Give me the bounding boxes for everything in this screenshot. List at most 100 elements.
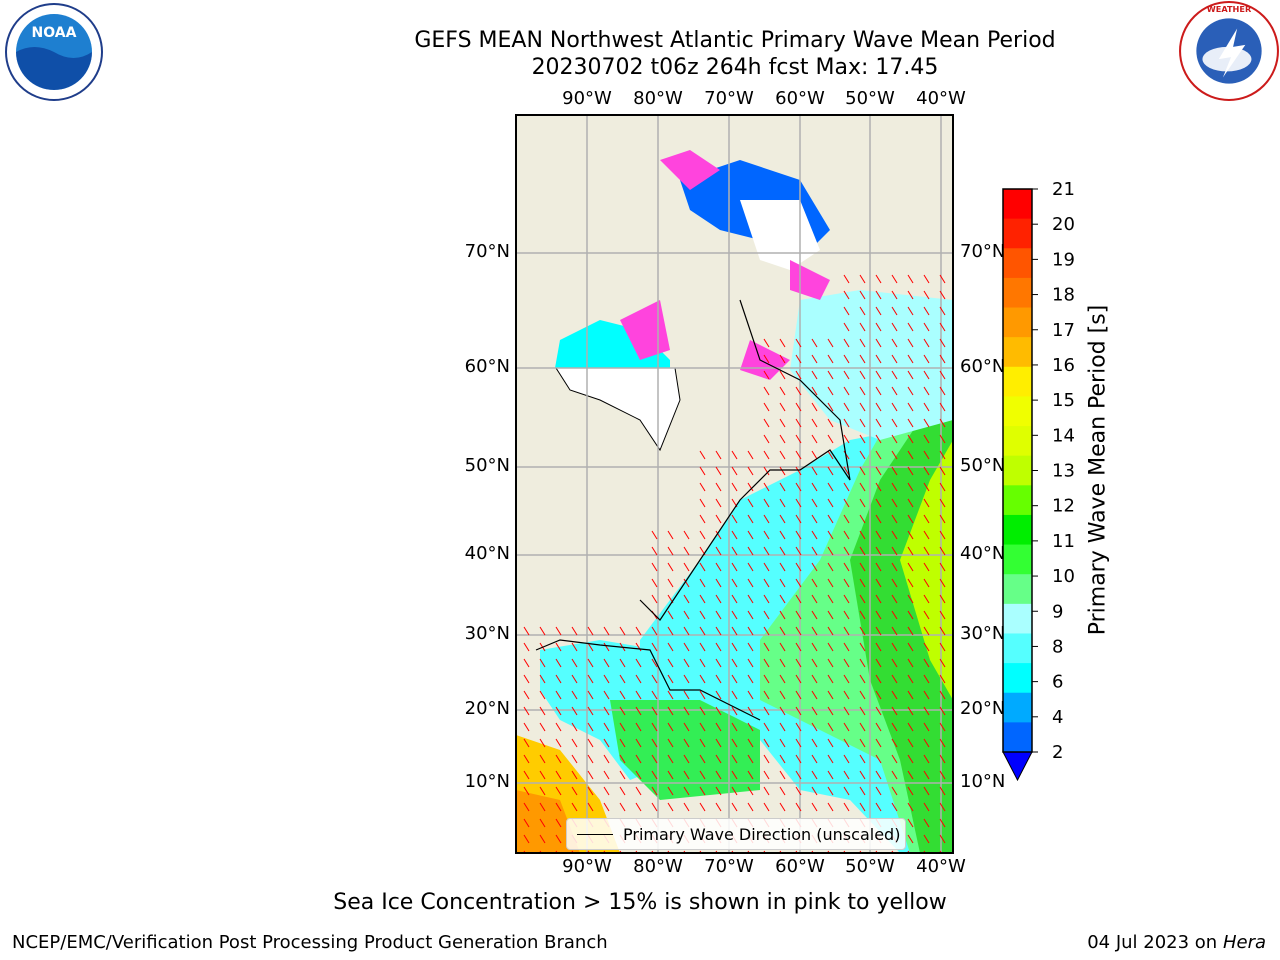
wave-direction-arrow — [859, 770, 866, 780]
wave-direction-arrow — [683, 770, 690, 780]
wave-direction-arrow — [699, 642, 706, 652]
wave-direction-arrow — [939, 290, 946, 300]
wave-direction-arrow — [747, 482, 754, 492]
wave-direction-arrow — [795, 514, 802, 524]
wave-direction-arrow — [939, 306, 946, 316]
legend-label: Primary Wave Direction (unscaled) — [623, 824, 901, 844]
wave-direction-arrow — [843, 418, 850, 428]
wave-direction-arrow — [827, 498, 834, 508]
wave-direction-arrow — [795, 530, 802, 540]
wave-direction-arrow — [539, 706, 546, 716]
wave-direction-arrow — [603, 786, 610, 796]
wave-direction-arrow — [811, 338, 818, 348]
wave-direction-arrow — [715, 530, 722, 540]
colorbar-extend-arrow — [1002, 751, 1033, 782]
legend-line-icon — [577, 833, 613, 835]
wave-direction-arrow — [763, 770, 770, 780]
wave-direction-arrow — [619, 690, 626, 700]
wave-direction-arrow — [555, 722, 562, 732]
wave-direction-arrow — [923, 642, 930, 652]
wave-direction-arrow — [907, 450, 914, 460]
wave-direction-arrow — [715, 738, 722, 748]
wave-direction-arrow — [731, 562, 738, 572]
wave-direction-arrow — [891, 402, 898, 412]
wave-direction-arrow — [939, 498, 946, 508]
wave-direction-arrow — [907, 786, 914, 796]
wave-direction-arrow — [811, 738, 818, 748]
wave-direction-arrow — [811, 402, 818, 412]
wave-direction-arrow — [843, 722, 850, 732]
wave-direction-arrow — [811, 690, 818, 700]
nws-logo: WEATHER — [1179, 1, 1279, 101]
wave-direction-arrow — [603, 626, 610, 636]
wave-direction-arrow — [635, 626, 642, 636]
wave-direction-arrow — [795, 738, 802, 748]
wave-direction-arrow — [827, 706, 834, 716]
wave-direction-arrow — [923, 658, 930, 668]
colorbar-segment — [1003, 277, 1032, 309]
wave-direction-arrow — [635, 658, 642, 668]
wave-direction-arrow — [859, 578, 866, 588]
wave-direction-arrow — [859, 738, 866, 748]
wave-direction-arrow — [827, 434, 834, 444]
wave-direction-arrow — [907, 770, 914, 780]
wave-direction-arrow — [539, 802, 546, 812]
wave-direction-arrow — [667, 706, 674, 716]
wave-direction-arrow — [859, 530, 866, 540]
wave-direction-arrow — [587, 738, 594, 748]
colorbar-tick-label: 2 — [1052, 742, 1063, 763]
wave-direction-arrow — [811, 786, 818, 796]
wave-direction-arrow — [779, 738, 786, 748]
wave-direction-arrow — [923, 386, 930, 396]
wave-direction-arrow — [891, 738, 898, 748]
wave-direction-arrow — [587, 802, 594, 812]
wave-direction-arrow — [891, 450, 898, 460]
wave-direction-arrow — [699, 706, 706, 716]
colorbar-segment — [1003, 692, 1032, 723]
wave-direction-arrow — [747, 802, 754, 812]
wave-direction-arrow — [875, 802, 882, 812]
caribbean-field — [610, 700, 760, 800]
wave-direction-arrow — [539, 626, 546, 636]
wave-direction-arrow — [539, 690, 546, 700]
wave-direction-arrow — [763, 402, 770, 412]
wave-direction-arrow — [779, 498, 786, 508]
wave-direction-arrow — [939, 802, 946, 812]
wave-direction-arrow — [795, 482, 802, 492]
wave-direction-arrow — [859, 514, 866, 524]
wave-direction-arrow — [747, 722, 754, 732]
wave-direction-arrow — [875, 754, 882, 764]
wave-direction-arrow — [795, 722, 802, 732]
wave-direction-arrow — [939, 338, 946, 348]
wave-direction-arrow — [923, 466, 930, 476]
wave-direction-arrow — [651, 562, 658, 572]
wave-direction-arrow — [923, 498, 930, 508]
wave-direction-arrow — [795, 642, 802, 652]
wave-direction-arrow — [715, 706, 722, 716]
wave-direction-arrow — [571, 770, 578, 780]
wave-direction-arrow — [939, 466, 946, 476]
wave-direction-arrow — [939, 658, 946, 668]
lat-label-right: 10°N — [960, 771, 1006, 792]
wave-direction-arrow — [603, 738, 610, 748]
wave-direction-arrow — [843, 338, 850, 348]
wave-direction-arrow — [939, 482, 946, 492]
wave-direction-arrow — [939, 322, 946, 332]
colorbar-segment — [1003, 248, 1032, 279]
wave-direction-arrow — [651, 770, 658, 780]
lon-label-top: 60°W — [775, 88, 825, 109]
wave-direction-arrow — [571, 626, 578, 636]
colorbar-segment — [1003, 633, 1032, 664]
wave-direction-arrow — [875, 418, 882, 428]
wave-direction-arrow — [939, 818, 946, 828]
wave-direction-arrow — [731, 770, 738, 780]
wave-direction-arrow — [779, 754, 786, 764]
wave-direction-arrow — [843, 738, 850, 748]
wave-direction-arrow — [891, 290, 898, 300]
wave-direction-arrow — [875, 370, 882, 380]
wave-direction-arrow — [715, 626, 722, 636]
lon-label-bottom: 50°W — [845, 856, 895, 877]
wave-direction-arrow — [859, 306, 866, 316]
wave-direction-arrow — [923, 514, 930, 524]
wave-direction-arrow — [795, 626, 802, 636]
